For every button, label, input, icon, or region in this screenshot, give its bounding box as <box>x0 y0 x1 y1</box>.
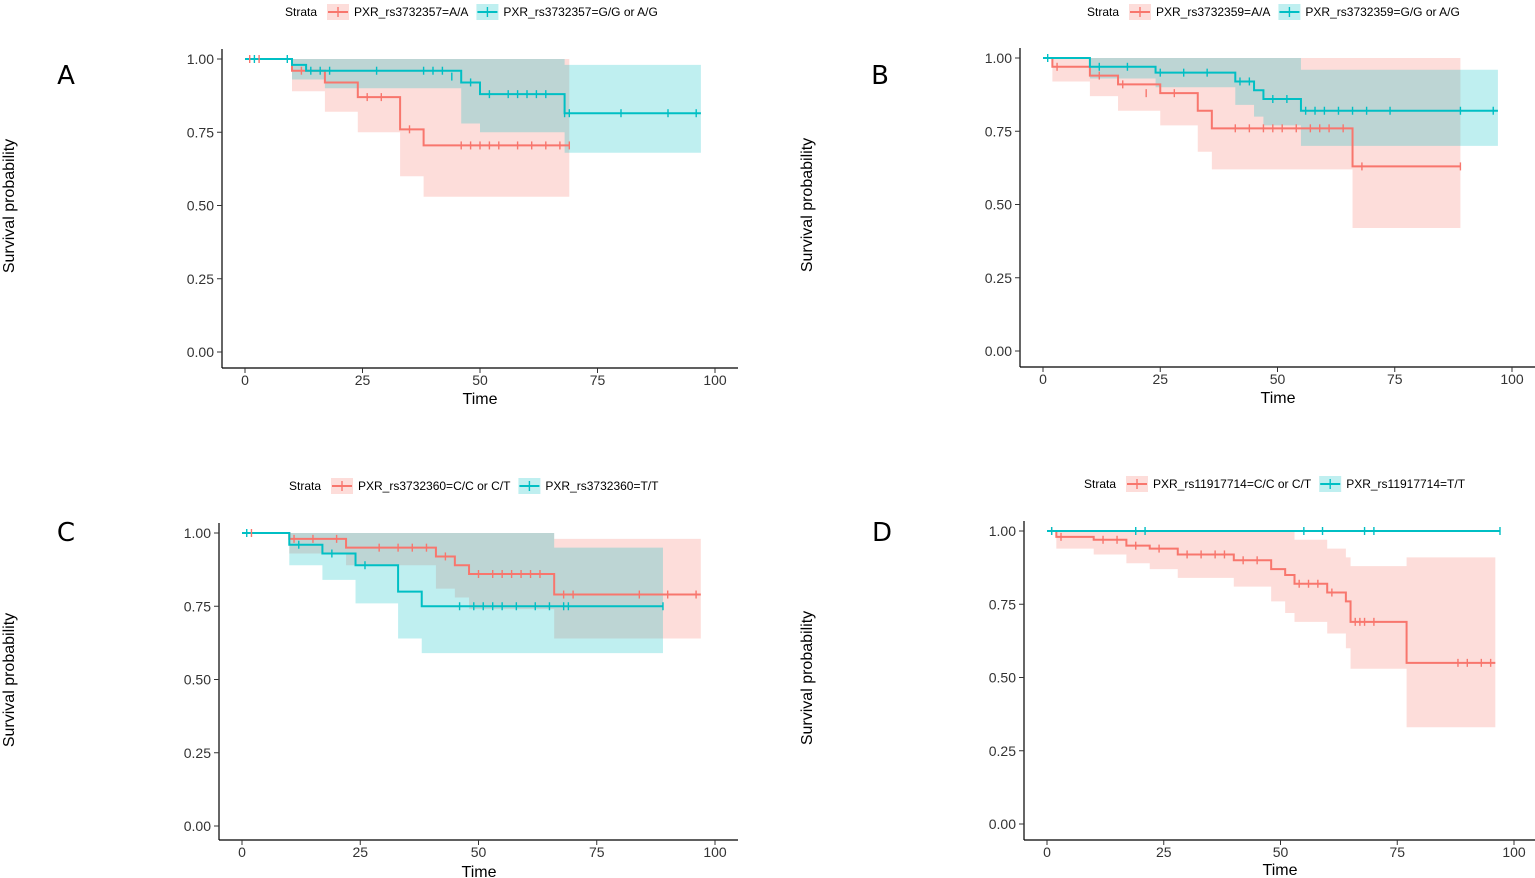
x-tick-label: 25 <box>352 844 368 860</box>
survival-curve <box>245 58 570 147</box>
legend-title: Strata <box>1084 477 1116 491</box>
y-tick-label: 0.00 <box>184 818 211 834</box>
legend: Strata PXR_rs3732359=A/A PXR_rs3732359=G/G… <box>1087 4 1460 20</box>
survival-curve <box>242 532 663 608</box>
confidence-band <box>242 533 701 639</box>
x-tick-label: 75 <box>1387 371 1403 387</box>
legend-label: PXR_rs3732357=G/G or A/G <box>503 5 657 19</box>
x-axis-title: Time <box>463 391 498 408</box>
y-tick-label: 0.00 <box>989 816 1016 832</box>
y-tick-label: 0.75 <box>989 596 1016 612</box>
x-tick-label: 25 <box>1152 371 1168 387</box>
y-tick-label: 0.75 <box>985 123 1012 139</box>
x-tick-label: 100 <box>1502 844 1526 860</box>
y-tick-label: 0.25 <box>187 271 214 287</box>
legend-label: PXR_rs3732359=G/G or A/G <box>1305 5 1459 19</box>
legend-title: Strata <box>289 479 321 493</box>
panel-c: C 0.00 0.25 0.50 0.75 1.00 0 25 50 75 100 Time Survi… <box>1 478 738 878</box>
legend-label: PXR_rs3732357=A/A <box>354 5 468 19</box>
x-tick-label: 50 <box>471 844 487 860</box>
panel-d: D 0.00 0.25 0.50 0.75 1.00 0 25 50 75 100 Time Survi… <box>799 476 1535 878</box>
panel-letter: C <box>57 518 75 548</box>
panel-letter: A <box>57 61 75 91</box>
confidence-band <box>1047 531 1496 728</box>
y-tick-label: 1.00 <box>187 51 214 67</box>
survival-curve <box>245 58 701 115</box>
x-axis-title: Time <box>1263 862 1298 878</box>
y-tick-label: 0.25 <box>985 270 1012 286</box>
confidence-band <box>1043 58 1461 228</box>
x-tick-label: 25 <box>355 372 371 388</box>
y-tick-label: 0.50 <box>187 198 214 214</box>
x-tick-label: 0 <box>1043 844 1051 860</box>
legend-label: PXR_rs11917714=T/T <box>1346 477 1466 491</box>
survival-curve <box>1047 530 1496 664</box>
x-tick-label: 75 <box>1389 844 1405 860</box>
y-axis-title: Survival probability <box>799 611 816 745</box>
y-tick-label: 0.25 <box>184 745 211 761</box>
legend-label: PXR_rs3732359=A/A <box>1156 5 1270 19</box>
legend: Strata PXR_rs3732360=C/C or C/T PXR_rs3732… <box>289 478 659 494</box>
x-tick-label: 0 <box>238 844 246 860</box>
y-tick-label: 1.00 <box>184 525 211 541</box>
y-tick-label: 1.00 <box>985 50 1012 66</box>
legend-title: Strata <box>285 5 317 19</box>
x-tick-label: 100 <box>703 844 727 860</box>
legend: Strata PXR_rs11917714=C/C or C/T PXR_rs119… <box>1084 476 1466 492</box>
x-tick-label: 50 <box>1270 371 1286 387</box>
x-axis-title: Time <box>462 864 497 878</box>
panel-letter: B <box>871 61 889 91</box>
y-tick-label: 0.50 <box>985 197 1012 213</box>
panel-letter: D <box>872 518 892 548</box>
y-tick-label: 0.25 <box>989 743 1016 759</box>
y-tick-label: 0.00 <box>985 343 1012 359</box>
x-tick-label: 50 <box>1273 844 1289 860</box>
y-axis-title: Survival probability <box>1 613 18 747</box>
y-tick-label: 0.75 <box>187 124 214 140</box>
panel-b: B 0.00 0.25 0.50 0.75 1.00 0 25 50 75 100 Time Survi… <box>799 4 1535 407</box>
legend: Strata PXR_rs3732357=A/A PXR_rs3732357=G/G… <box>285 4 658 20</box>
x-axis-title: Time <box>1261 390 1296 407</box>
y-tick-label: 0.50 <box>184 672 211 688</box>
survival-curve <box>1043 57 1498 112</box>
confidence-band <box>245 59 701 153</box>
x-tick-label: 0 <box>241 372 249 388</box>
x-tick-label: 50 <box>472 372 488 388</box>
x-tick-label: 0 <box>1039 371 1047 387</box>
y-axis-title: Survival probability <box>799 138 816 272</box>
x-tick-label: 100 <box>1500 371 1524 387</box>
x-tick-label: 100 <box>703 372 727 388</box>
y-tick-label: 0.75 <box>184 598 211 614</box>
x-tick-label: 75 <box>589 844 605 860</box>
legend-label: PXR_rs11917714=C/C or C/T <box>1153 477 1312 491</box>
legend-title: Strata <box>1087 5 1119 19</box>
y-tick-label: 0.00 <box>187 344 214 360</box>
legend-label: PXR_rs3732360=C/C or C/T <box>358 479 511 493</box>
confidence-band <box>242 533 663 654</box>
panel-a: A 0.00 0.25 0.50 0.75 1.00 0 25 50 75 100 Time Survi… <box>1 4 738 408</box>
x-tick-label: 75 <box>590 372 606 388</box>
legend-label: PXR_rs3732360=T/T <box>545 479 659 493</box>
y-axis-title: Survival probability <box>1 139 18 273</box>
confidence-band <box>1043 58 1498 146</box>
x-tick-label: 25 <box>1156 844 1172 860</box>
y-tick-label: 1.00 <box>989 523 1016 539</box>
y-tick-label: 0.50 <box>989 670 1016 686</box>
